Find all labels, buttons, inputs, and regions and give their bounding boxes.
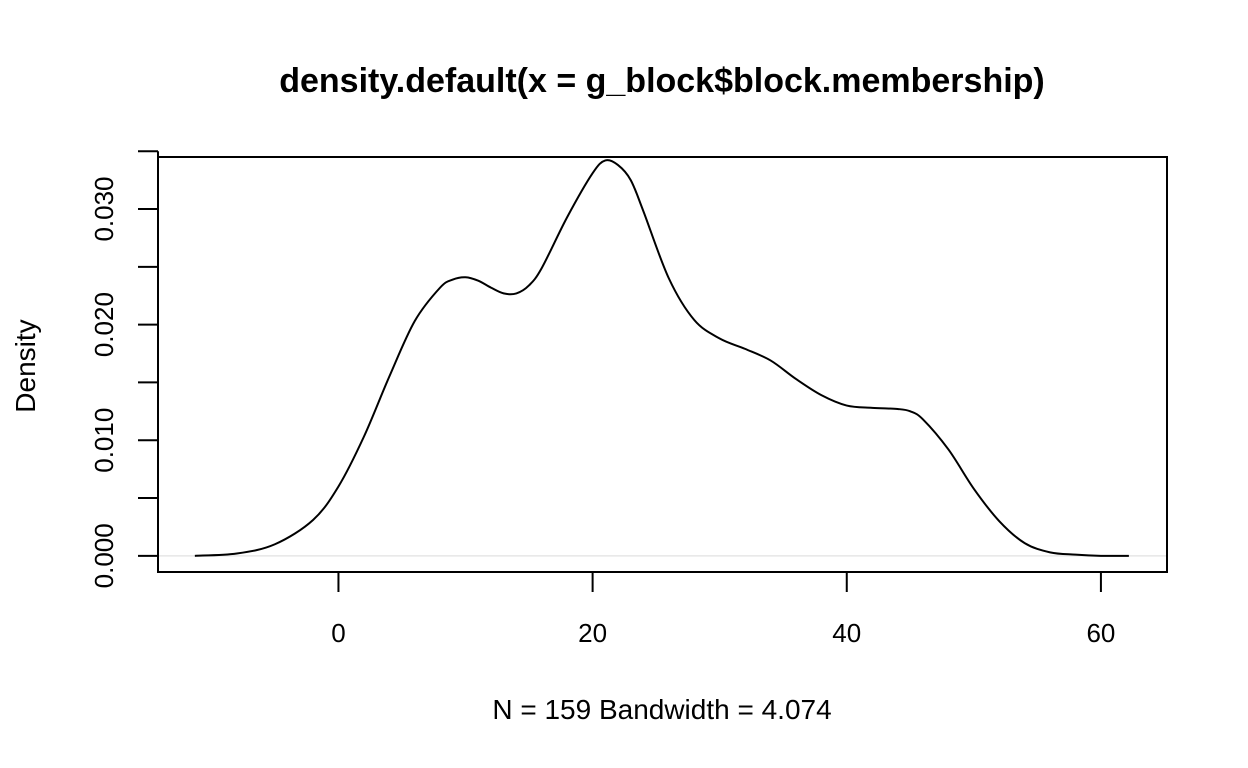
x-axis: 0 20 40 60 [331, 571, 1115, 648]
x-axis-label: N = 159 Bandwidth = 4.074 [492, 694, 831, 725]
x-tick-label: 40 [832, 618, 861, 648]
x-tick-label: 20 [578, 618, 607, 648]
chart-title: density.default(x = g_block$block.member… [279, 62, 1045, 100]
y-tick-label: 0.000 [89, 523, 119, 588]
x-tick-label: 0 [331, 618, 345, 648]
x-tick-label: 60 [1086, 618, 1115, 648]
plot-frame [157, 156, 1168, 573]
y-axis: 0.000 0.010 0.020 0.030 [89, 150, 159, 588]
y-tick-label: 0.030 [89, 176, 119, 241]
y-tick-label: 0.010 [89, 408, 119, 473]
density-curve [194, 159, 1129, 557]
y-axis-label: Density [10, 319, 41, 412]
y-tick-label: 0.020 [89, 292, 119, 357]
